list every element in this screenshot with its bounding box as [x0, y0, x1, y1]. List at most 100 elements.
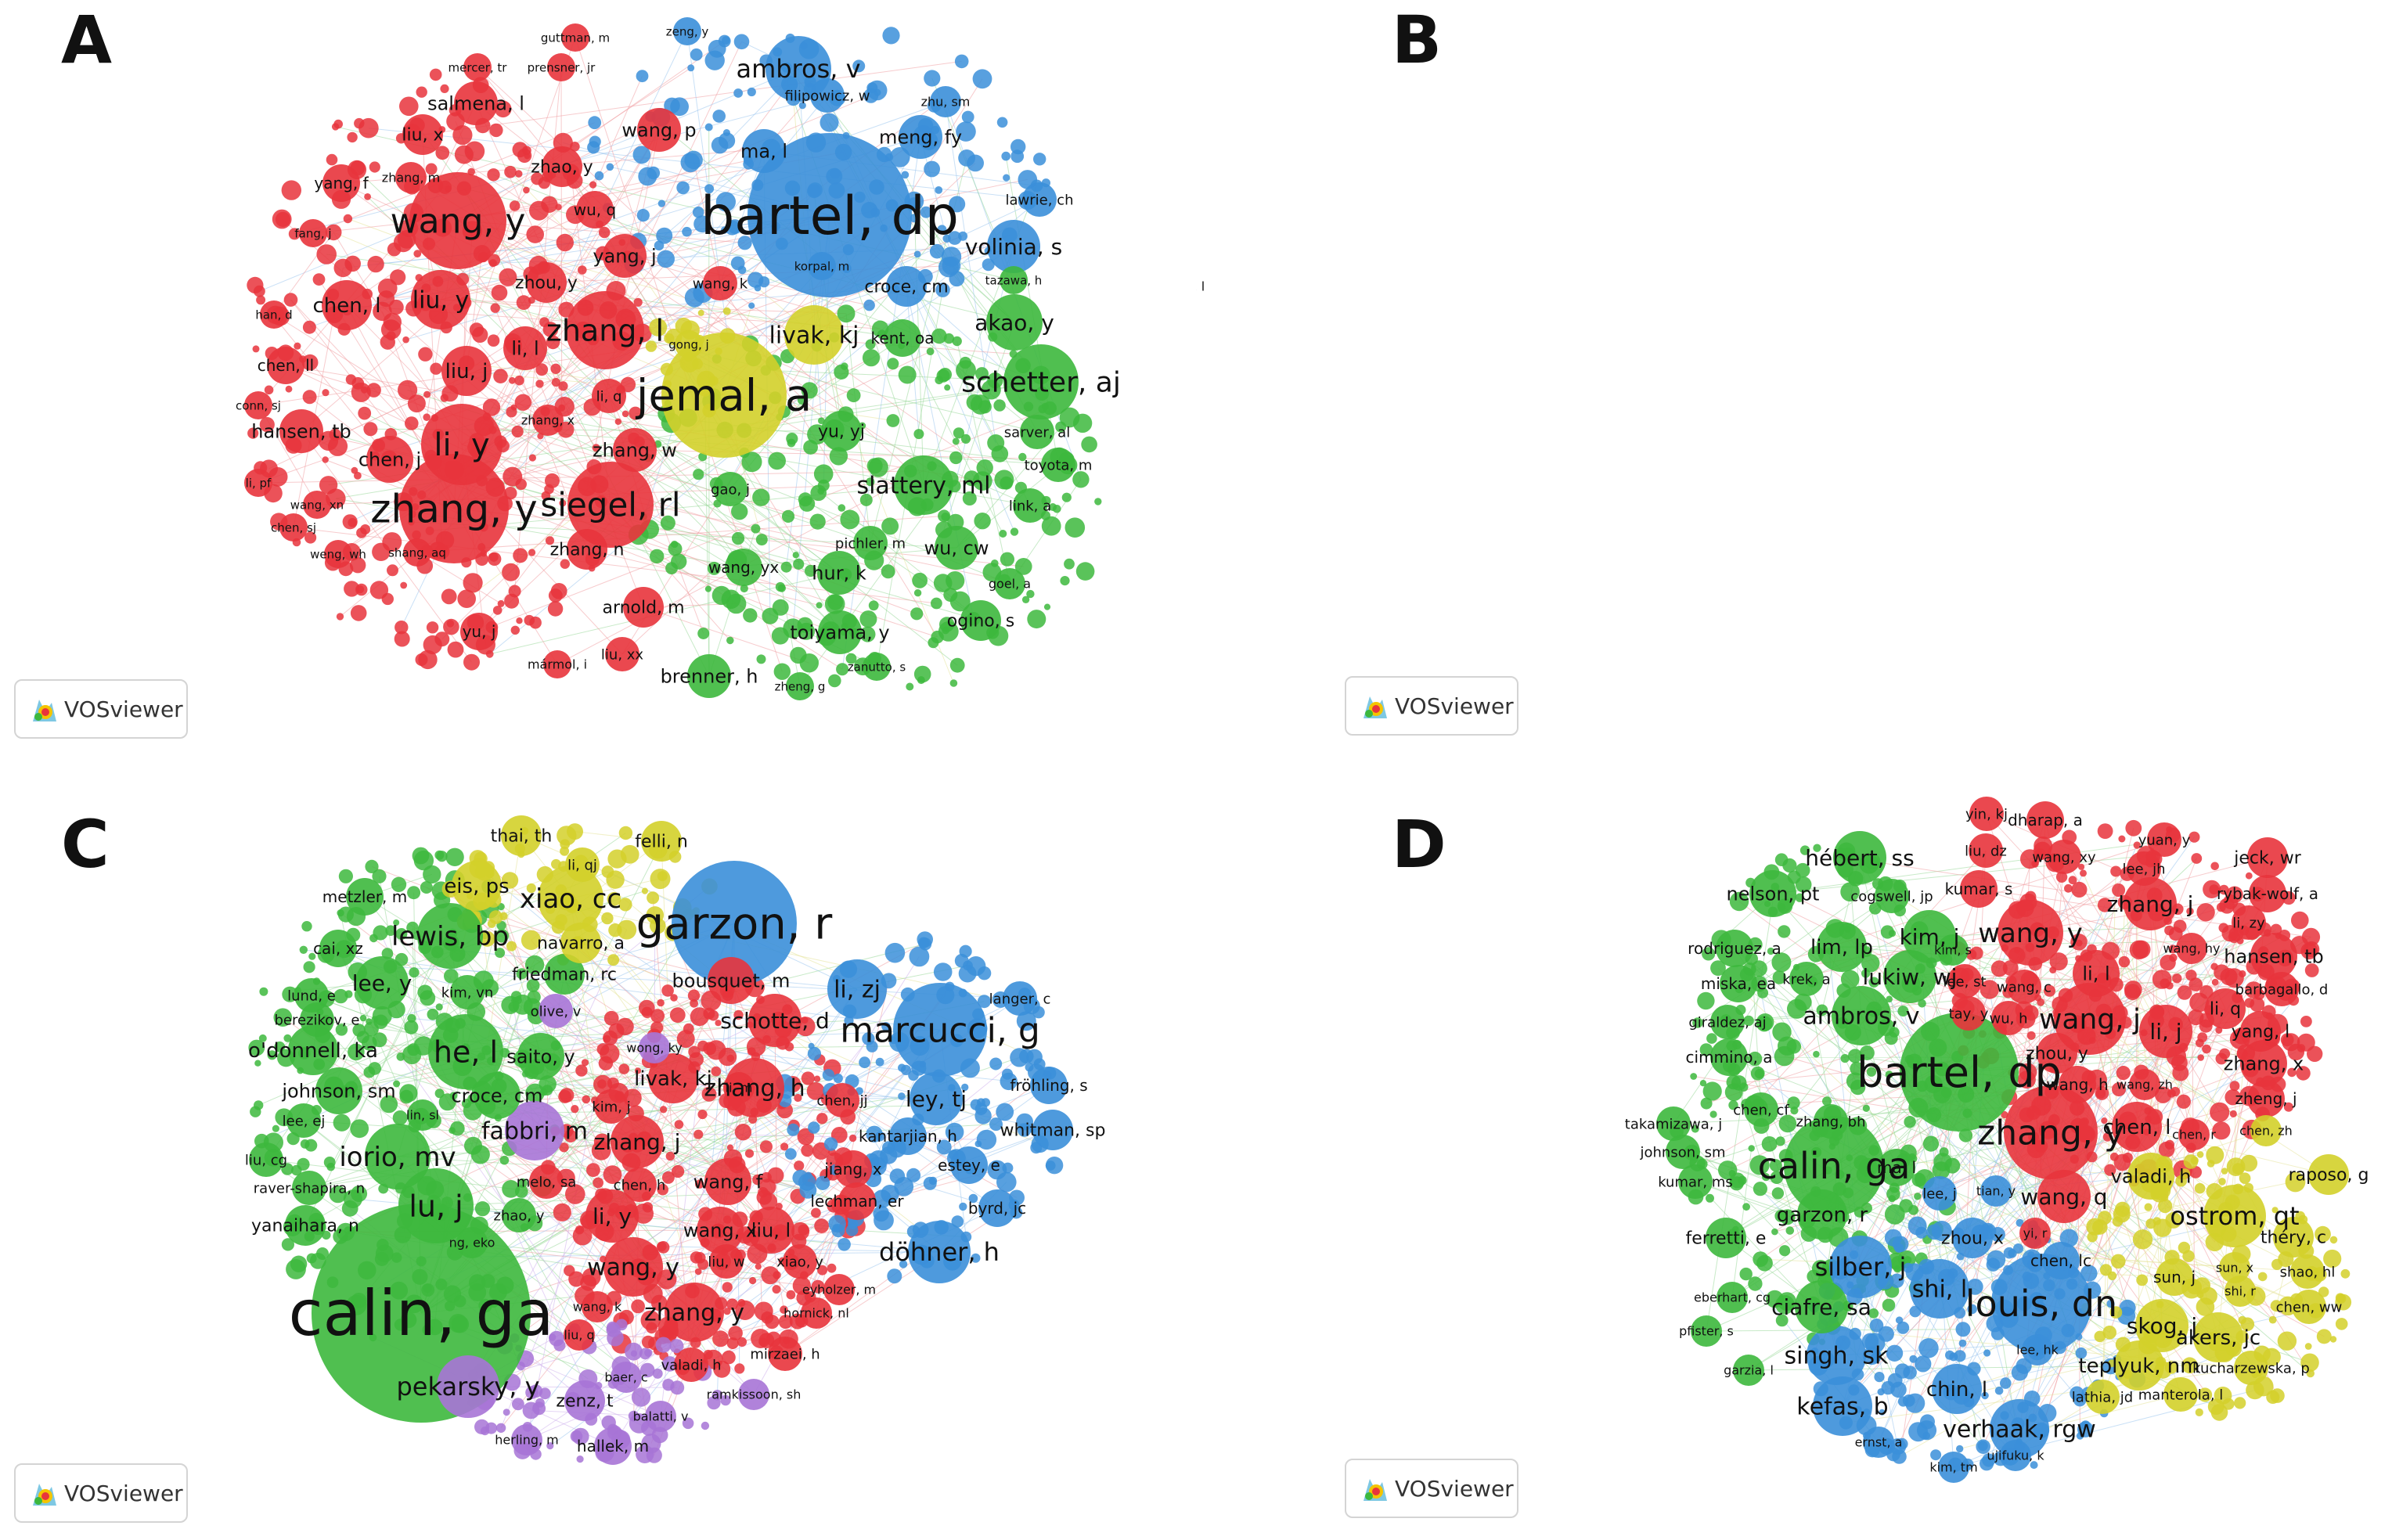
author-node[interactable]	[709, 1244, 744, 1279]
author-node[interactable]	[403, 538, 431, 567]
author-node[interactable]	[2193, 1312, 2243, 1362]
author-node[interactable]	[950, 1146, 988, 1184]
author-node[interactable]	[986, 294, 1043, 351]
author-node[interactable]	[786, 672, 814, 700]
author-node[interactable]	[2219, 1252, 2250, 1283]
author-node[interactable]	[1947, 964, 1982, 998]
author-node[interactable]	[884, 319, 921, 357]
author-node[interactable]	[801, 1297, 832, 1329]
author-node[interactable]	[889, 1117, 927, 1155]
author-node[interactable]	[703, 266, 737, 300]
author-node[interactable]	[592, 379, 626, 413]
author-node[interactable]	[1969, 797, 2004, 831]
author-node[interactable]	[960, 600, 1001, 641]
author-node[interactable]	[539, 994, 573, 1028]
author-node[interactable]	[2264, 972, 2299, 1006]
author-node[interactable]	[2135, 1299, 2188, 1352]
author-node[interactable]	[2156, 1258, 2193, 1296]
author-node[interactable]	[511, 1424, 542, 1455]
author-node[interactable]	[1710, 1005, 1745, 1039]
author-node[interactable]	[303, 491, 331, 519]
author-node[interactable]	[611, 1362, 642, 1393]
author-node[interactable]	[450, 975, 485, 1009]
author-node[interactable]	[603, 234, 647, 278]
author-node[interactable]	[2163, 1377, 2198, 1412]
author-node[interactable]	[1744, 1092, 1778, 1127]
author-node[interactable]	[517, 1033, 564, 1080]
author-node[interactable]	[603, 1237, 663, 1297]
author-node[interactable]	[2037, 1170, 2091, 1223]
author-node[interactable]	[784, 305, 844, 365]
author-node[interactable]	[886, 266, 927, 307]
author-node[interactable]	[2308, 1154, 2349, 1195]
author-node[interactable]	[585, 1189, 639, 1243]
author-node[interactable]	[1951, 996, 1986, 1031]
author-node[interactable]	[1691, 1315, 1722, 1347]
author-node[interactable]	[978, 1189, 1016, 1227]
author-node[interactable]	[437, 1355, 499, 1418]
author-node[interactable]	[502, 1198, 536, 1232]
author-node[interactable]	[567, 529, 607, 570]
author-node[interactable]	[768, 1337, 802, 1371]
author-node[interactable]	[1883, 950, 1936, 1003]
author-node[interactable]	[2290, 1254, 2325, 1289]
author-node[interactable]	[622, 1168, 657, 1202]
author-node[interactable]	[2054, 983, 2126, 1055]
author-node[interactable]	[582, 1291, 613, 1322]
author-node[interactable]	[1032, 1110, 1073, 1150]
author-node[interactable]	[2240, 1011, 2281, 1052]
author-node[interactable]	[249, 1142, 283, 1177]
author-node[interactable]	[300, 1002, 334, 1037]
author-node[interactable]	[1716, 930, 1753, 967]
network-map-a[interactable]: bartel, dp jemal, a zhang, y siegel, rl wang…	[0, 0, 1196, 770]
author-node[interactable]	[708, 957, 755, 1004]
author-node[interactable]	[639, 1032, 670, 1063]
author-node[interactable]	[665, 1283, 724, 1342]
author-node[interactable]	[1789, 962, 1824, 996]
author-node[interactable]	[1863, 1427, 1894, 1458]
author-node[interactable]	[398, 1168, 474, 1243]
author-node[interactable]	[863, 653, 891, 681]
author-node[interactable]	[1969, 833, 2003, 868]
author-node[interactable]	[748, 1207, 794, 1254]
author-node[interactable]	[641, 821, 682, 862]
author-node[interactable]	[1807, 1326, 1866, 1385]
author-node[interactable]	[324, 540, 352, 568]
author-node[interactable]	[267, 347, 304, 384]
author-node[interactable]	[935, 526, 978, 570]
author-node[interactable]	[672, 861, 797, 986]
author-node[interactable]	[1875, 879, 1909, 913]
author-node[interactable]	[1922, 1176, 1957, 1211]
author-node[interactable]	[315, 1067, 362, 1114]
author-node[interactable]	[1991, 1254, 2091, 1354]
author-node[interactable]	[299, 219, 327, 247]
author-node[interactable]	[821, 411, 862, 452]
author-node[interactable]	[611, 1115, 664, 1168]
author-node[interactable]	[594, 1089, 629, 1124]
author-node[interactable]	[564, 1319, 595, 1351]
author-node[interactable]	[567, 462, 654, 548]
network-map-d[interactable]: bartel, dp louis, dn calin, ga zhang, y wang…	[1196, 770, 2392, 1540]
author-node[interactable]	[322, 280, 372, 330]
author-node[interactable]	[529, 1164, 564, 1199]
author-node[interactable]	[1003, 981, 1037, 1016]
author-node[interactable]	[395, 162, 427, 193]
author-node[interactable]	[456, 1227, 488, 1258]
author-node[interactable]	[1000, 266, 1028, 294]
author-node[interactable]	[1733, 1355, 1764, 1386]
author-node[interactable]	[441, 346, 492, 396]
author-node[interactable]	[526, 262, 567, 303]
author-node[interactable]	[399, 454, 509, 563]
author-node[interactable]	[285, 1205, 326, 1246]
author-node[interactable]	[544, 954, 585, 995]
author-node[interactable]	[260, 300, 288, 329]
author-node[interactable]	[899, 115, 942, 159]
author-node[interactable]	[1656, 1106, 1691, 1141]
author-node[interactable]	[417, 903, 483, 969]
author-node[interactable]	[2114, 1340, 2164, 1391]
author-node[interactable]	[910, 1072, 963, 1125]
author-node[interactable]	[2042, 1242, 2080, 1279]
author-node[interactable]	[825, 1083, 859, 1117]
author-node[interactable]	[1938, 1452, 1969, 1483]
author-node[interactable]	[1020, 415, 1054, 449]
